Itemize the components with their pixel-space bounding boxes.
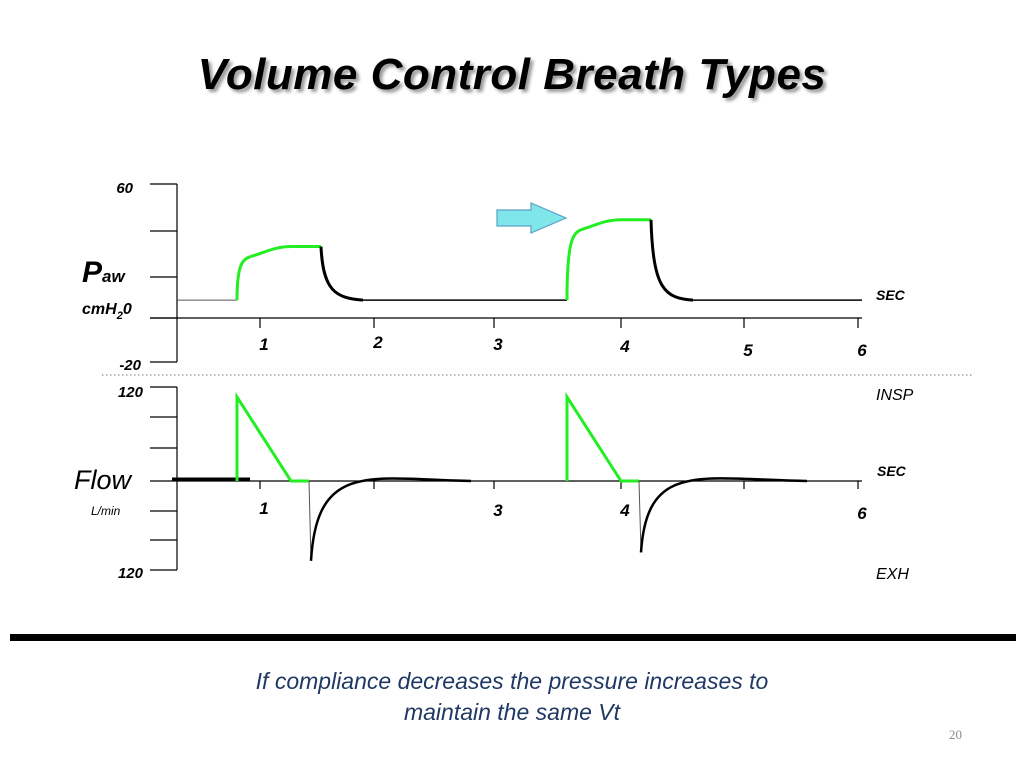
- flow-x-tick-label: 4: [619, 501, 630, 520]
- caption: If compliance decreases the pressure inc…: [0, 666, 1024, 728]
- pressure-sec-label: SEC: [876, 287, 906, 303]
- pressure-x-tick-label: 2: [372, 333, 383, 352]
- pressure-x-tick-label: 5: [743, 341, 753, 360]
- pressure-ylabel-sub: aw: [102, 267, 126, 286]
- flow-x-tick-label: 6: [857, 504, 867, 523]
- flow-sec-label: SEC: [877, 463, 907, 479]
- right-arrow-icon: [496, 202, 568, 234]
- pressure-expiration-curve: [319, 246, 364, 302]
- pressure-x-tick-label: 3: [493, 335, 503, 354]
- flow-insp-label: INSP: [876, 387, 914, 404]
- flow-inspiration-curve: [565, 391, 639, 483]
- flow-expiration-curve: [309, 477, 472, 561]
- divider-bar: [10, 634, 1016, 641]
- pressure-ylabel: Paw: [82, 256, 126, 289]
- flow-units: L/min: [91, 504, 121, 518]
- flow-ylabel: Flow: [74, 465, 133, 495]
- pressure-units-sub: 2: [116, 310, 123, 322]
- pressure-ymin-label: -20: [119, 357, 141, 374]
- pressure-inspiration-curve: [235, 245, 321, 301]
- flow-expiration-drop: [638, 480, 642, 553]
- flow-inspiration-curve: [235, 391, 309, 483]
- flow-ymin-label: 120: [118, 565, 144, 582]
- flow-panel: 1 3 4 6 120 120 Flow L/min INSP SEC EXH: [74, 384, 914, 583]
- pressure-units-tail: 0: [123, 301, 132, 318]
- pressure-x-tick-label: 6: [857, 341, 867, 360]
- slide-number: 20: [949, 727, 962, 742]
- slide-title: Volume Control Breath Types: [197, 50, 827, 99]
- flow-expiration-drop: [308, 480, 312, 561]
- caption-line-1: If compliance decreases the pressure inc…: [255, 668, 769, 694]
- pressure-ylabel-main: P: [82, 256, 103, 289]
- pressure-x-tick-label: 4: [619, 337, 630, 356]
- pressure-units-main: cmH: [82, 301, 117, 318]
- pressure-units: cmH20: [82, 301, 132, 322]
- pressure-ymax-label: 60: [116, 180, 133, 197]
- flow-expiration-curve: [639, 477, 808, 553]
- flow-x-tick-label: 1: [259, 499, 268, 518]
- flow-exh-label: EXH: [876, 566, 909, 583]
- caption-line-2: maintain the same Vt: [403, 699, 621, 725]
- pressure-inspiration-curve: [565, 218, 651, 301]
- flow-x-tick-label: 3: [493, 501, 503, 520]
- flow-ymax-label: 120: [118, 384, 144, 401]
- pressure-x-tick-label: 1: [259, 335, 268, 354]
- pressure-expiration-curve: [649, 219, 694, 302]
